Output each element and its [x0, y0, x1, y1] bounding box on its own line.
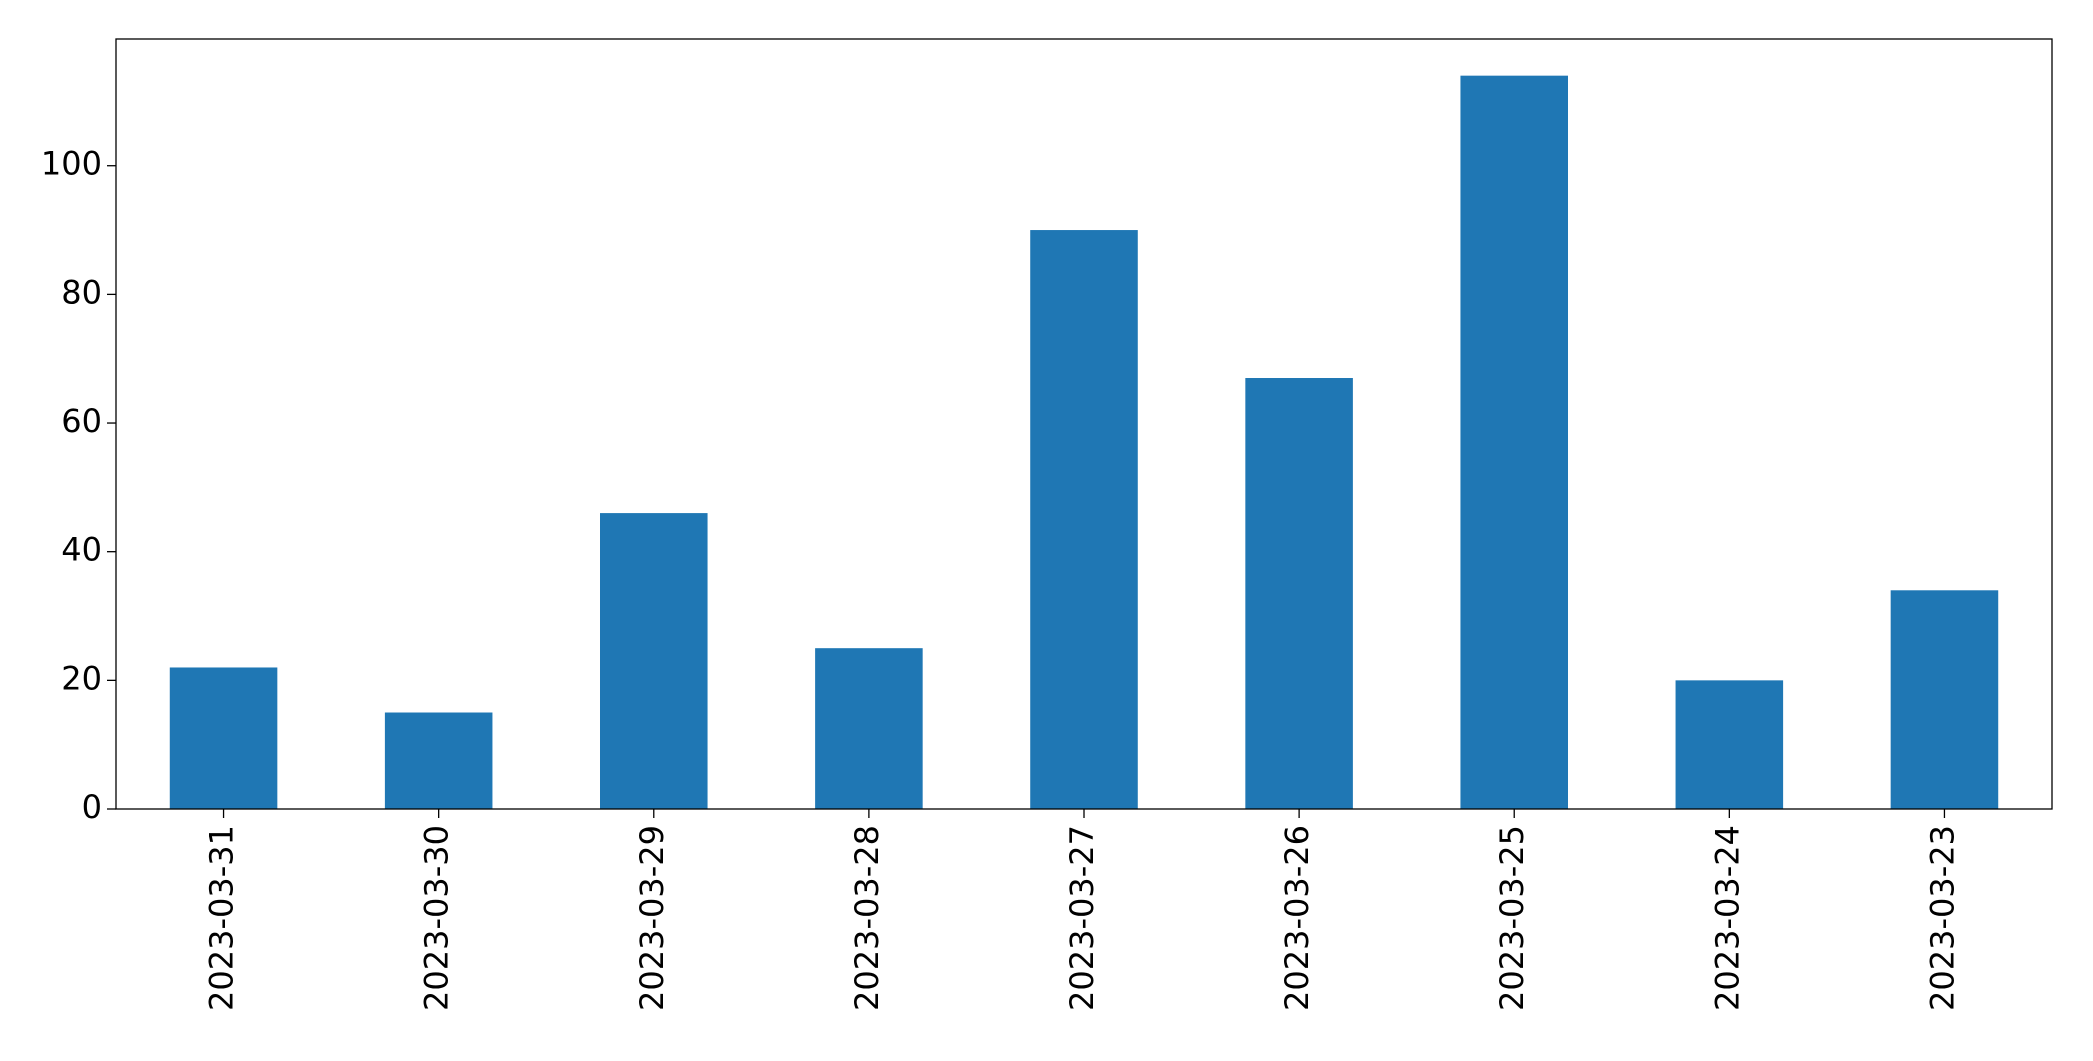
y-tick-label: 60: [61, 402, 102, 440]
x-tick-label: 2023-03-31: [203, 825, 241, 1011]
y-tick-label: 80: [61, 273, 102, 311]
bar: [1675, 680, 1784, 809]
plot-frame: [115, 38, 2053, 810]
x-tick-label: 2023-03-29: [633, 825, 671, 1011]
x-tick-label: 2023-03-25: [1493, 825, 1531, 1011]
bar: [1030, 230, 1138, 810]
y-tick-label: 40: [61, 531, 102, 569]
y-tick-label: 100: [41, 145, 102, 183]
bar: [600, 513, 708, 809]
x-tick-label: 2023-03-24: [1708, 825, 1746, 1011]
bar: [1890, 590, 1999, 809]
x-tick-label: 2023-03-30: [418, 825, 456, 1011]
bar: [815, 648, 923, 809]
y-tick-label: 20: [61, 659, 102, 697]
bar: [169, 667, 278, 809]
x-tick-label: 2023-03-28: [848, 825, 886, 1011]
x-tick-label: 2023-03-26: [1278, 825, 1316, 1011]
y-tick-label: 0: [82, 788, 102, 826]
bar: [384, 712, 493, 809]
x-tick-label: 2023-03-27: [1063, 825, 1101, 1011]
bar: [1245, 378, 1353, 809]
bar: [1460, 75, 1568, 809]
x-tick-label: 2023-03-23: [1923, 825, 1961, 1011]
